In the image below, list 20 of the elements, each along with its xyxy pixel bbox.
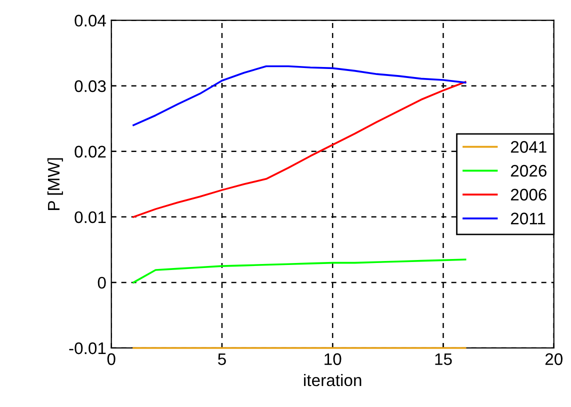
x-axis-title: iteration xyxy=(304,374,362,386)
y-tick-label: 0.03 xyxy=(74,80,106,92)
y-tick-label: 0.04 xyxy=(74,14,106,27)
y-tick-label: 0 xyxy=(98,276,106,289)
y-tick-label: -0.01 xyxy=(69,342,106,354)
x-tick-label: 5 xyxy=(218,353,226,366)
legend-label: 2011 xyxy=(510,212,546,224)
x-tick-label: 10 xyxy=(324,353,342,366)
line-series xyxy=(132,258,466,284)
y-axis-title: P [MW] xyxy=(47,158,63,210)
x-tick-label: 20 xyxy=(545,353,562,366)
line-series xyxy=(132,65,466,126)
x-tick-label: 0 xyxy=(107,353,116,366)
x-tick-label: 15 xyxy=(435,353,452,366)
legend-label: 2026 xyxy=(510,164,546,177)
line-series xyxy=(132,81,466,218)
y-tick-label: 0.01 xyxy=(74,211,106,224)
legend-label: 2041 xyxy=(510,141,546,153)
legend-label: 2006 xyxy=(510,188,546,201)
y-tick-label: 0.02 xyxy=(74,146,106,158)
